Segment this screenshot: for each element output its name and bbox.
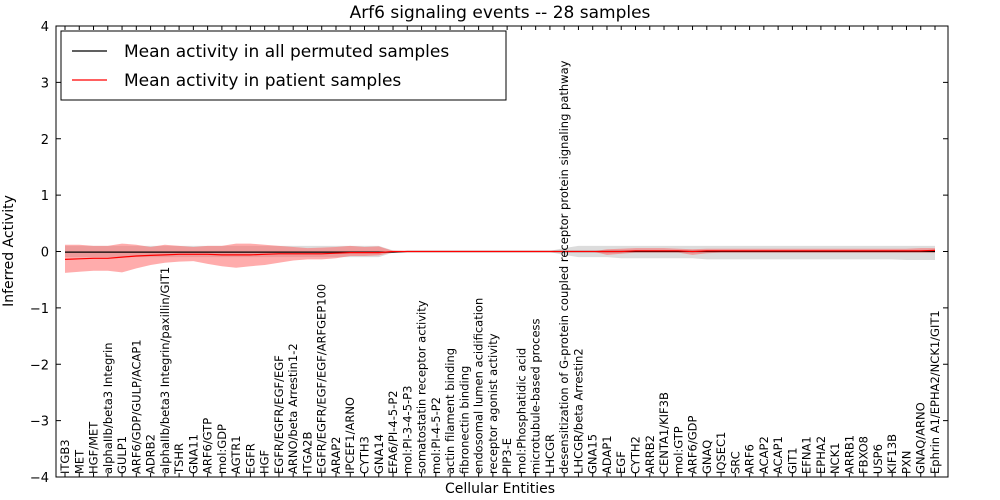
category-label: ARF6/GDP [686, 416, 700, 474]
category-label: CENTA1/KIF3B [657, 392, 671, 474]
category-label: ARRB2 [643, 435, 657, 474]
category-label: ARF6 [743, 444, 757, 474]
y-tick-label: −2 [30, 358, 49, 373]
category-label: alphaIIb/beta3 Integrin [101, 342, 115, 474]
category-label: ARAP2 [329, 437, 343, 475]
category-label: LHCGR/beta Arrestin2 [571, 348, 585, 474]
category-label: CYTH3 [358, 436, 372, 474]
category-label: AGTR1 [229, 435, 243, 473]
legend-label-permuted: Mean activity in all permuted samples [124, 42, 449, 62]
category-label: GNA14 [372, 434, 386, 474]
category-label: ARRB1 [842, 435, 856, 474]
category-label: GIT1 [785, 447, 799, 474]
category-label: EFA6/PI-4-5-P2 [386, 390, 400, 474]
category-label: EGFR/EGFR/EGF/EGF [272, 355, 286, 474]
category-label: receptor agonist activity [486, 333, 500, 474]
category-label: IQSEC1 [714, 432, 728, 474]
y-tick-label: 2 [41, 133, 49, 148]
legend-label-patient: Mean activity in patient samples [124, 71, 401, 91]
chart-title: Arf6 signaling events -- 28 samples [350, 3, 651, 23]
category-label: ARF6/GTP [201, 418, 215, 474]
category-label: mol:GTP [671, 426, 685, 474]
category-label: ITGA2B [301, 432, 315, 475]
category-label: mol:PI-3-4-5-P3 [400, 386, 414, 474]
category-label: alphaIIb/beta3 Integrin/paxillin/GIT1 [158, 267, 172, 474]
category-label: NCK1 [828, 443, 842, 475]
y-tick-label: −4 [30, 471, 49, 486]
category-label: GNA15 [586, 434, 600, 474]
y-tick-label: 1 [41, 189, 49, 204]
category-label: LHCGR [543, 434, 557, 474]
category-label: ARF6/GDP/GULP/ACAP1 [129, 339, 143, 474]
category-label: mol:GDP [215, 424, 229, 474]
category-label: EPHA2 [814, 436, 828, 474]
category-label: HGF/MET [87, 421, 101, 474]
category-label: mol:Phosphatidic acid [514, 348, 528, 474]
category-label: HGF [258, 450, 272, 474]
category-label: SRC [728, 451, 742, 474]
series-line-patient [64, 249, 936, 260]
category-label: ARNO/beta Arrestin1-2 [286, 343, 300, 474]
legend-box [60, 30, 507, 101]
category-label: EFNA1 [800, 436, 814, 474]
category-label: Ephrin A1/EPHA2/NCK1/GIT1 [928, 310, 942, 474]
category-label: ITGB3 [58, 439, 72, 474]
category-label: somatostatin receptor activity [415, 300, 429, 474]
category-label: EGFR [243, 443, 257, 474]
category-label: GNA11 [186, 434, 200, 474]
axis-ticks: −4 −3 −2 −1 0 1 2 3 4 [30, 20, 948, 486]
category-label: KIF13B [885, 434, 899, 474]
category-label: ADAP1 [600, 435, 614, 474]
y-tick-label: −1 [30, 302, 49, 317]
category-label: fibronectin binding [457, 366, 471, 474]
y-tick-label: −3 [30, 415, 49, 430]
series-lines [64, 249, 936, 260]
y-axis-title: Inferred Activity [1, 195, 17, 307]
category-label: desensitization of G-protein coupled rec… [557, 60, 571, 474]
category-label: TSHR [172, 443, 186, 475]
legend: Mean activity in all permuted samples Me… [60, 30, 507, 101]
category-labels: ITGB3 MET HGF/MET alphaIIb/beta3 Integrin GU… [58, 60, 942, 475]
category-label: GULP1 [115, 436, 129, 474]
category-label: endosomal lumen acidification [472, 298, 486, 474]
category-label: GNAQ [700, 440, 714, 474]
category-label: CYTH2 [629, 436, 643, 474]
category-label: FBXO8 [857, 436, 871, 474]
y-tick-label: 4 [41, 20, 49, 35]
category-label: mol:PI-4-5-P2 [429, 397, 443, 474]
category-label: EGFR/EGFR/EGF/EGF/ARFGEP100 [315, 284, 329, 474]
category-label: actin filament binding [443, 348, 457, 474]
x-axis-title: Cellular Entities [445, 481, 555, 497]
category-label: ACAP1 [771, 436, 785, 474]
category-label: MET [72, 449, 86, 474]
plot-frame [55, 25, 949, 478]
category-label: PIP3-E [500, 438, 514, 474]
category-label: ACAP2 [757, 436, 771, 474]
category-label: IPCEF1/ARNO [343, 397, 357, 474]
y-tick-label: 0 [41, 246, 49, 261]
category-label: EGF [614, 451, 628, 474]
category-label: USP6 [871, 444, 885, 474]
category-label: microtubule-based process [529, 318, 543, 474]
category-label: GNAQ/ARNO [914, 402, 928, 474]
y-tick-label: 3 [41, 76, 49, 91]
category-label: ADRB2 [144, 434, 158, 474]
category-label: PXN [900, 451, 914, 474]
